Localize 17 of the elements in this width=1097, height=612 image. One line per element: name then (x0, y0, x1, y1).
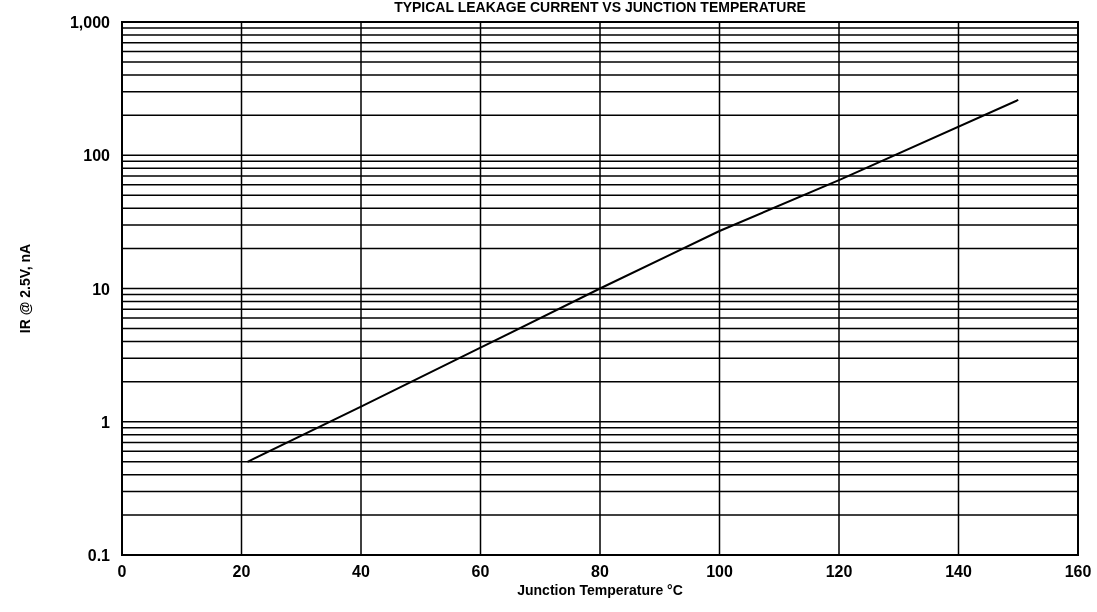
y-tick-label: 0.1 (87, 547, 111, 564)
x-tick-label: 0 (117, 563, 127, 580)
y-tick-label: 10 (92, 280, 111, 298)
x-tick-label: 140 (945, 563, 972, 580)
x-tick-label: 100 (706, 563, 733, 580)
x-tick-label: 40 (352, 563, 370, 580)
y-tick-label: 1 (101, 413, 111, 431)
chart-title: TYPICAL LEAKAGE CURRENT VS JUNCTION TEMPERATURE (394, 0, 806, 15)
x-tick-label: 80 (591, 563, 609, 580)
y-axis-title: IR @ 2.5V, nA (17, 243, 33, 334)
y-tick-label: 100 (83, 147, 111, 165)
x-tick-label: 120 (825, 563, 853, 580)
x-tick-label: 160 (1064, 563, 1092, 580)
x-tick-label: 20 (232, 563, 251, 580)
x-axis-title: Junction Temperature °C (517, 582, 683, 598)
x-tick-label: 60 (471, 563, 490, 580)
y-tick-label: 1,000 (69, 14, 111, 31)
